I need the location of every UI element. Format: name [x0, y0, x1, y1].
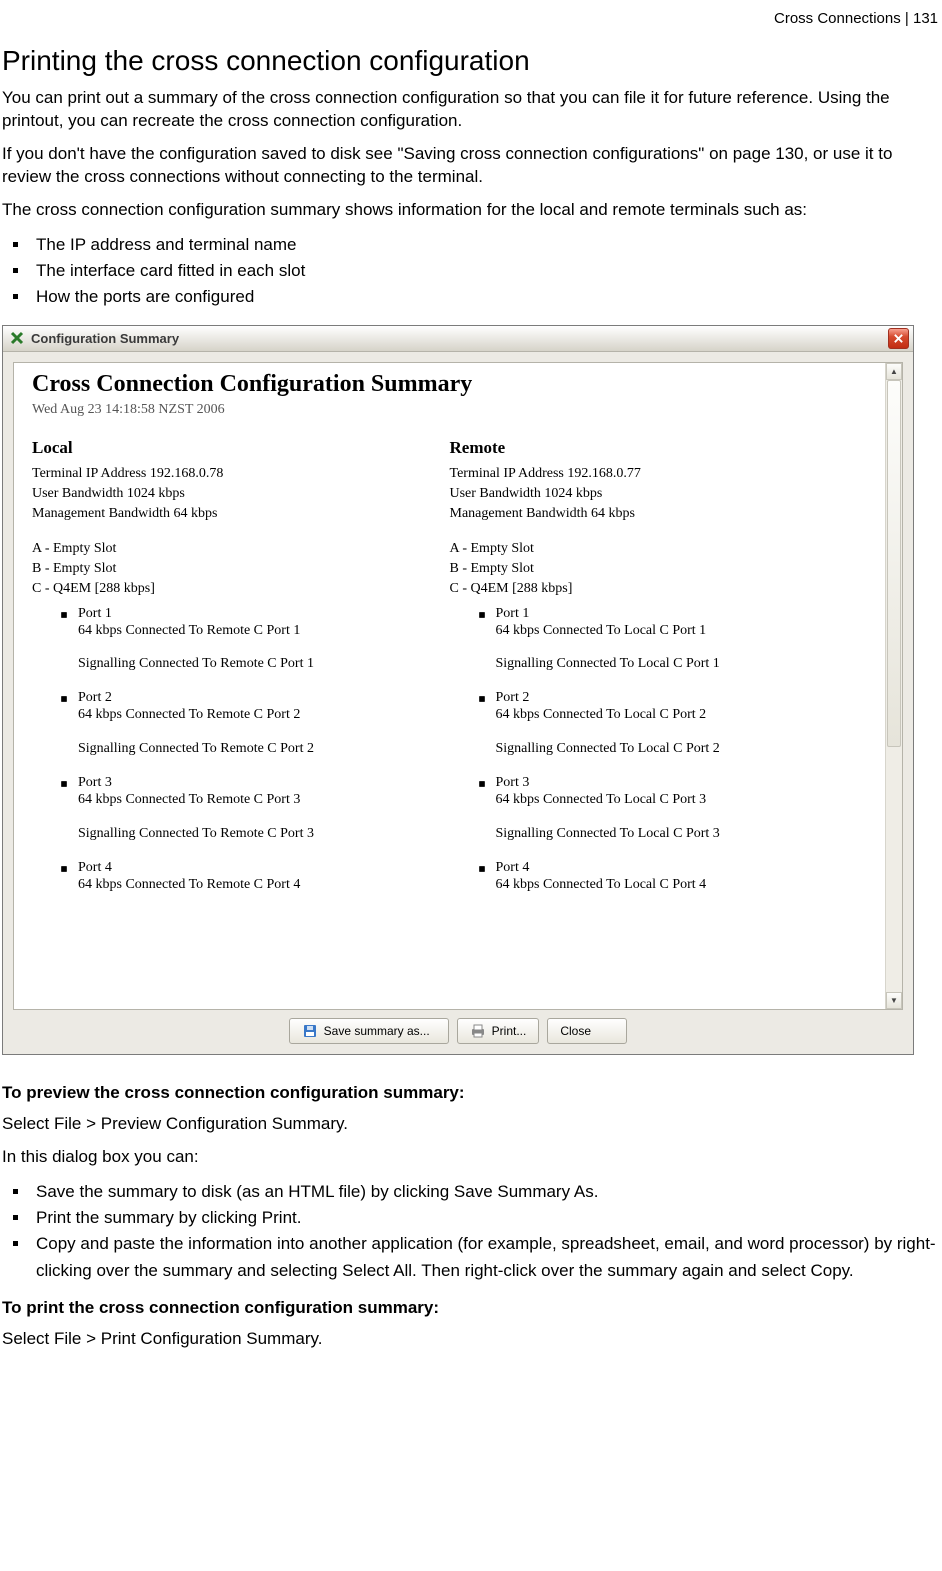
list-item: Print the summary by clicking Print. [30, 1205, 938, 1231]
local-port-list: Port 1 64 kbps Connected To Remote C Por… [78, 606, 450, 896]
print-button[interactable]: Print... [457, 1018, 540, 1044]
window-close-button[interactable] [888, 328, 909, 349]
print-heading: To print the cross connection configurat… [2, 1298, 938, 1318]
print-icon [470, 1023, 486, 1039]
local-heading: Local [32, 438, 450, 458]
window-titlebar: Configuration Summary [3, 326, 913, 352]
window-client-area: Cross Connection Configuration Summary W… [3, 352, 913, 1054]
port-item: Port 2 64 kbps Connected To Remote C Por… [78, 690, 450, 757]
save-summary-button[interactable]: Save summary as... [289, 1018, 449, 1044]
remote-slot-a: A - Empty Slot [450, 539, 868, 559]
remote-user-bandwidth: User Bandwidth 1024 kbps [450, 484, 868, 504]
bullet-list: Save the summary to disk (as an HTML fil… [2, 1179, 938, 1284]
port-title: Port 2 [496, 690, 868, 706]
bullet-list: The IP address and terminal name The int… [2, 232, 938, 311]
port-connection: 64 kbps Connected To Local C Port 4 [496, 876, 868, 895]
local-slot-c: C - Q4EM [288 kbps] [32, 579, 450, 599]
app-icon [9, 330, 25, 346]
local-user-bandwidth: User Bandwidth 1024 kbps [32, 484, 450, 504]
window-button-bar: Save summary as... Print... Close [13, 1010, 903, 1046]
scroll-up-button[interactable]: ▲ [886, 363, 902, 380]
remote-slot-b: B - Empty Slot [450, 559, 868, 579]
port-connection: 64 kbps Connected To Remote C Port 1 [78, 622, 450, 641]
remote-heading: Remote [450, 438, 868, 458]
port-signalling: Signalling Connected To Local C Port 2 [496, 741, 868, 757]
summary-content: Cross Connection Configuration Summary W… [14, 363, 885, 1009]
port-title: Port 4 [496, 860, 868, 876]
close-icon [893, 333, 904, 344]
print-label: Print... [492, 1024, 527, 1038]
paragraph: In this dialog box you can: [2, 1146, 938, 1169]
page-title: Printing the cross connection configurat… [2, 45, 938, 77]
list-item: Copy and paste the information into anot… [30, 1231, 938, 1284]
port-connection: 64 kbps Connected To Local C Port 1 [496, 622, 868, 641]
port-signalling: Signalling Connected To Remote C Port 2 [78, 741, 450, 757]
paragraph: You can print out a summary of the cross… [2, 87, 938, 133]
scroll-thumb[interactable] [887, 380, 901, 747]
paragraph: The cross connection configuration summa… [2, 199, 938, 222]
port-item: Port 1 64 kbps Connected To Local C Port… [496, 606, 868, 673]
port-signalling: Signalling Connected To Local C Port 1 [496, 656, 868, 672]
close-label: Close [560, 1024, 591, 1038]
remote-ip: Terminal IP Address 192.168.0.77 [450, 464, 868, 484]
port-title: Port 1 [78, 606, 450, 622]
preview-heading: To preview the cross connection configur… [2, 1083, 938, 1103]
port-title: Port 3 [78, 775, 450, 791]
local-mgmt-bandwidth: Management Bandwidth 64 kbps [32, 504, 450, 524]
remote-port-list: Port 1 64 kbps Connected To Local C Port… [496, 606, 868, 896]
local-slot-a: A - Empty Slot [32, 539, 450, 559]
port-title: Port 4 [78, 860, 450, 876]
port-item: Port 1 64 kbps Connected To Remote C Por… [78, 606, 450, 673]
remote-mgmt-bandwidth: Management Bandwidth 64 kbps [450, 504, 868, 524]
port-title: Port 2 [78, 690, 450, 706]
port-connection: 64 kbps Connected To Remote C Port 2 [78, 706, 450, 725]
port-item: Port 3 64 kbps Connected To Remote C Por… [78, 775, 450, 842]
port-title: Port 3 [496, 775, 868, 791]
vertical-scrollbar[interactable]: ▲ ▼ [885, 363, 902, 1009]
close-button[interactable]: Close [547, 1018, 627, 1044]
paragraph: If you don't have the configuration save… [2, 143, 938, 189]
list-item: How the ports are configured [30, 284, 938, 310]
scroll-track[interactable] [886, 380, 902, 992]
list-item: The interface card fitted in each slot [30, 258, 938, 284]
list-item: The IP address and terminal name [30, 232, 938, 258]
port-connection: 64 kbps Connected To Remote C Port 3 [78, 791, 450, 810]
port-signalling: Signalling Connected To Local C Port 3 [496, 826, 868, 842]
port-signalling: Signalling Connected To Remote C Port 1 [78, 656, 450, 672]
remote-slot-c: C - Q4EM [288 kbps] [450, 579, 868, 599]
paragraph: Select File > Print Configuration Summar… [2, 1328, 938, 1351]
save-summary-label: Save summary as... [324, 1024, 430, 1038]
port-signalling: Signalling Connected To Remote C Port 3 [78, 826, 450, 842]
page-header-breadcrumb: Cross Connections | 131 [2, 10, 938, 27]
port-title: Port 1 [496, 606, 868, 622]
port-connection: 64 kbps Connected To Remote C Port 4 [78, 876, 450, 895]
port-item: Port 4 64 kbps Connected To Local C Port… [496, 860, 868, 895]
summary-title: Cross Connection Configuration Summary [32, 371, 867, 398]
save-icon [302, 1023, 318, 1039]
port-item: Port 3 64 kbps Connected To Local C Port… [496, 775, 868, 842]
scroll-down-button[interactable]: ▼ [886, 992, 902, 1009]
list-item: Save the summary to disk (as an HTML fil… [30, 1179, 938, 1205]
port-item: Port 2 64 kbps Connected To Local C Port… [496, 690, 868, 757]
local-ip: Terminal IP Address 192.168.0.78 [32, 464, 450, 484]
local-column: Local Terminal IP Address 192.168.0.78 U… [32, 438, 450, 895]
paragraph: Select File > Preview Configuration Summ… [2, 1113, 938, 1136]
summary-date: Wed Aug 23 14:18:58 NZST 2006 [32, 402, 867, 418]
window-title: Configuration Summary [31, 331, 179, 346]
port-connection: 64 kbps Connected To Local C Port 3 [496, 791, 868, 810]
summary-scrollpane: Cross Connection Configuration Summary W… [13, 362, 903, 1010]
local-slot-b: B - Empty Slot [32, 559, 450, 579]
remote-column: Remote Terminal IP Address 192.168.0.77 … [450, 438, 868, 895]
config-summary-window: Configuration Summary Cross Connection C… [2, 325, 914, 1055]
port-connection: 64 kbps Connected To Local C Port 2 [496, 706, 868, 725]
port-item: Port 4 64 kbps Connected To Remote C Por… [78, 860, 450, 895]
